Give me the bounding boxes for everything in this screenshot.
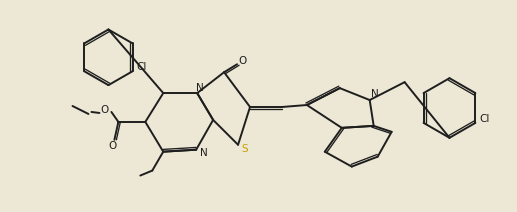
Text: N: N [371, 89, 378, 99]
Text: Cl: Cl [479, 114, 490, 124]
Text: Cl: Cl [136, 62, 147, 72]
Text: N: N [200, 148, 208, 158]
Text: O: O [100, 105, 109, 115]
Text: O: O [238, 56, 246, 66]
Text: S: S [242, 144, 248, 154]
Text: O: O [108, 141, 116, 151]
Text: N: N [196, 83, 204, 93]
